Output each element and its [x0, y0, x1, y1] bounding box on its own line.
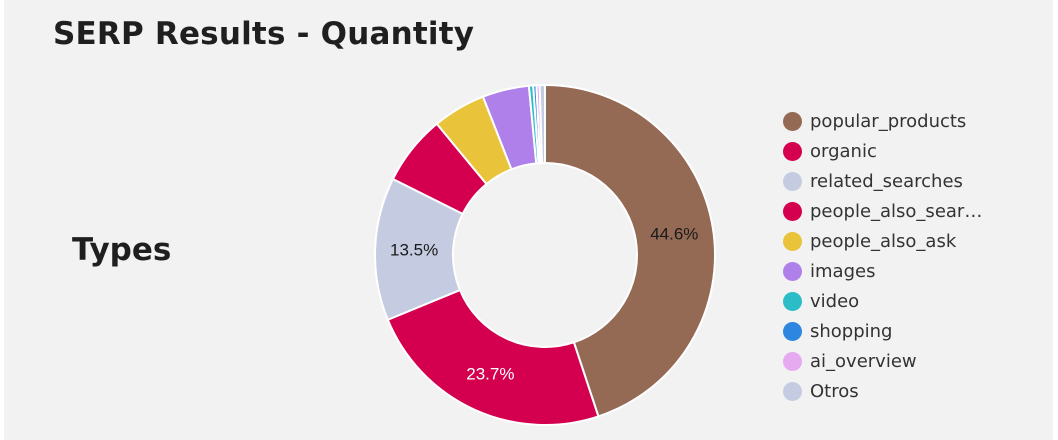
- legend-item[interactable]: popular_products: [783, 106, 982, 136]
- legend-swatch: [783, 201, 802, 221]
- legend-label: people_also_ask: [810, 230, 957, 252]
- legend-item[interactable]: organic: [783, 136, 982, 166]
- legend-swatch: [783, 351, 802, 371]
- legend-label: video: [810, 290, 860, 312]
- donut-slice-0[interactable]: [544, 83, 716, 418]
- legend-swatch: [783, 231, 802, 251]
- legend-swatch: [783, 291, 802, 311]
- legend-item[interactable]: people_also_ask: [783, 226, 982, 256]
- legend-item[interactable]: people_also_sear…: [783, 196, 982, 226]
- legend-item[interactable]: ai_overview: [783, 346, 982, 376]
- legend-label: related_searches: [810, 170, 963, 192]
- legend-label: popular_products: [810, 110, 967, 132]
- legend-label: images: [810, 260, 876, 282]
- donut-slice-labels: 44.6% 23.7% 13.5%: [390, 225, 698, 384]
- legend-label: shopping: [810, 320, 893, 342]
- legend-swatch: [783, 381, 802, 401]
- slice-label-1: 23.7%: [466, 365, 514, 384]
- donut-slices: [374, 83, 716, 426]
- legend-item[interactable]: images: [783, 256, 982, 286]
- legend-swatch: [783, 111, 802, 131]
- legend-label: people_also_sear…: [810, 200, 983, 222]
- legend-item[interactable]: video: [783, 286, 982, 316]
- legend-swatch: [783, 261, 802, 281]
- legend-label: organic: [810, 140, 877, 162]
- legend-item[interactable]: Otros: [783, 376, 982, 406]
- chart-title: SERP Results - Quantity: [53, 16, 475, 52]
- legend-label: ai_overview: [810, 350, 917, 372]
- slice-label-2: 13.5%: [390, 241, 438, 260]
- legend-swatch: [783, 141, 802, 161]
- legend-label: Otros: [810, 380, 859, 402]
- legend-swatch: [783, 321, 802, 341]
- section-label: Types: [72, 232, 172, 268]
- legend-item[interactable]: related_searches: [783, 166, 982, 196]
- slice-label-0: 44.6%: [650, 225, 698, 244]
- donut-slice-1[interactable]: [386, 288, 600, 426]
- legend-swatch: [783, 171, 802, 191]
- legend-item[interactable]: shopping: [783, 316, 982, 346]
- donut-slice-9[interactable]: [538, 83, 546, 165]
